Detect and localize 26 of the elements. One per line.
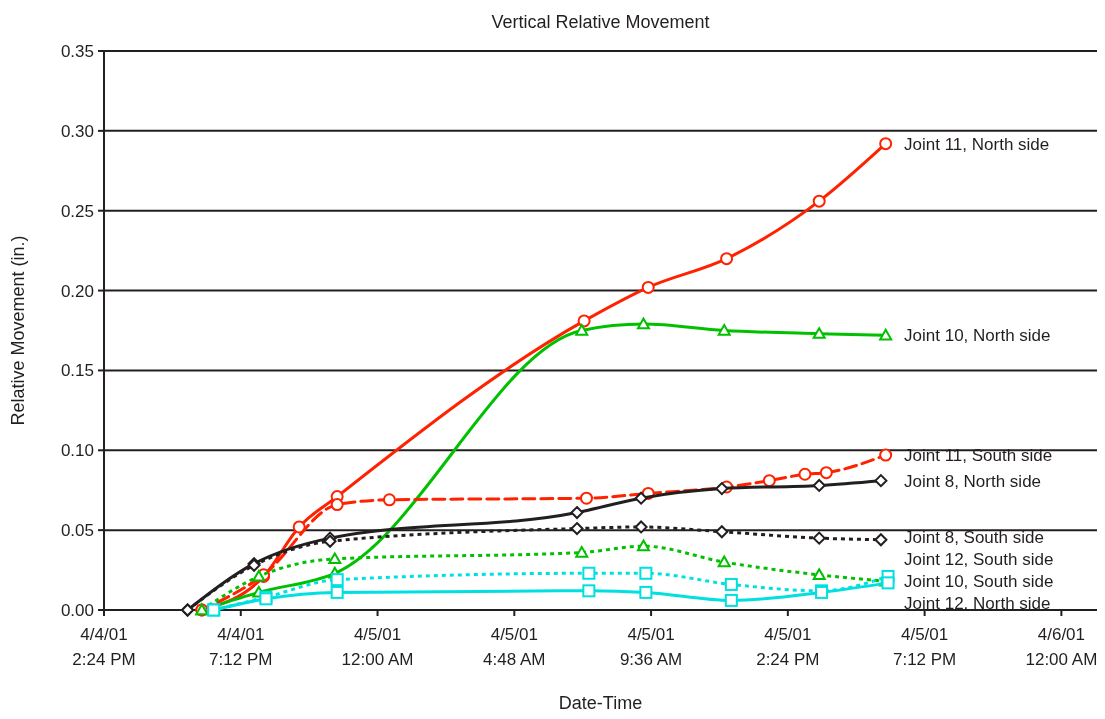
- series-label: Joint 8, South side: [904, 528, 1044, 548]
- y-tick-label: 0.10: [60, 441, 94, 461]
- x-tick-label: 4/5/01 2:24 PM: [756, 625, 820, 669]
- x-tick-label: 4/4/01 2:24 PM: [72, 625, 136, 669]
- x-axis-title: Date-Time: [558, 693, 643, 713]
- x-tick-label: 4/5/01 7:12 PM: [892, 625, 957, 669]
- series-label: Joint 12, South side: [904, 550, 1054, 570]
- series-label: Joint 8, North side: [904, 471, 1042, 491]
- x-tick-label: 4/5/01 4:48 AM: [483, 625, 546, 669]
- y-tick-label: 0.15: [60, 361, 94, 381]
- x-tick-label: 4/6/01 12:00 AM: [1025, 625, 1098, 669]
- series-label: Joint 12, North side: [904, 594, 1051, 614]
- y-tick-label: 0.25: [60, 201, 94, 221]
- series-label: Joint 10, North side: [904, 326, 1051, 346]
- series-label: Joint 10, South side: [904, 572, 1054, 592]
- x-tick-label: 4/5/01 9:36 AM: [619, 625, 683, 669]
- chart-title: Vertical Relative Movement: [491, 12, 710, 32]
- series-label: Joint 11, North side: [904, 134, 1050, 154]
- x-tick-label: 4/5/01 12:00 AM: [341, 625, 414, 669]
- y-axis-title: Relative Movement (in.): [8, 235, 28, 426]
- y-tick-label: 0.20: [60, 281, 94, 301]
- y-tick-label: 0.35: [60, 41, 94, 61]
- y-tick-label: 0.05: [60, 521, 94, 541]
- y-tick-label: 0.30: [60, 121, 94, 141]
- y-tick-label: 0.00: [60, 600, 94, 620]
- x-tick-label: 4/4/01 7:12 PM: [209, 625, 273, 669]
